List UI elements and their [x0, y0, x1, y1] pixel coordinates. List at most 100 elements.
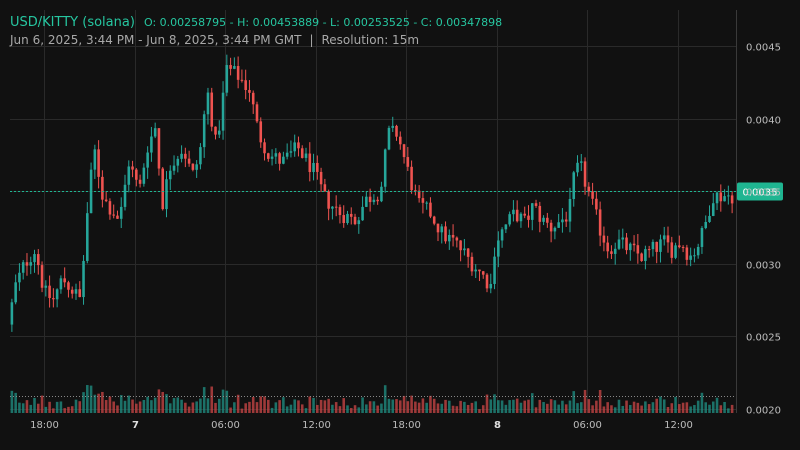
candle-body: [319, 171, 323, 185]
candle-body: [338, 207, 342, 216]
volume-bar: [651, 402, 655, 413]
volume-bar: [82, 392, 85, 413]
volume-bar: [274, 402, 278, 413]
candle-body: [655, 241, 658, 252]
candlesticks: [10, 54, 734, 332]
volume-bar: [440, 403, 444, 413]
candle-body: [282, 156, 285, 164]
volume-bar: [696, 400, 700, 413]
volume-bar: [346, 405, 349, 413]
candle-body: [29, 262, 33, 266]
candle-body: [727, 195, 730, 197]
volume-bar: [534, 407, 538, 413]
candle-body: [598, 209, 602, 236]
volume-bar: [583, 389, 587, 413]
candle-body: [557, 222, 560, 228]
candle-body: [515, 209, 519, 222]
candle-body: [365, 196, 368, 207]
volume-bar: [263, 396, 266, 413]
candle-body: [410, 166, 413, 191]
candle-body: [221, 92, 225, 131]
candle-body: [289, 151, 293, 153]
candle-body: [700, 228, 704, 247]
price-tick-label: 0.0045: [746, 43, 781, 54]
volume-bar: [395, 399, 398, 413]
volume-bar: [278, 400, 281, 413]
volume-bar: [557, 404, 560, 413]
candle-body: [259, 121, 263, 143]
volume-bar: [229, 407, 232, 413]
volume-bar: [478, 409, 481, 413]
candle-body: [708, 215, 711, 222]
candle-body: [523, 213, 527, 216]
candle-body: [357, 220, 361, 225]
volume-bar: [127, 395, 131, 413]
candle-body: [78, 289, 82, 298]
candle-body: [116, 215, 119, 219]
volume-bar: [470, 402, 474, 413]
candle-body: [421, 198, 425, 203]
volume-bar: [146, 396, 149, 413]
volume-bar: [323, 400, 327, 413]
candle-body: [251, 92, 255, 105]
candle-body: [187, 158, 191, 164]
volume-bar: [202, 387, 206, 413]
volume-bar: [112, 401, 115, 413]
volume-bar: [97, 393, 100, 413]
candle-body: [44, 285, 48, 288]
volume-bar: [142, 399, 146, 413]
candle-body: [587, 186, 591, 192]
candle-body: [93, 149, 97, 170]
candle-body: [651, 241, 655, 250]
volume-bar: [116, 405, 119, 413]
candle-body: [331, 206, 334, 209]
volume-bar: [199, 398, 202, 413]
volume-bar: [10, 390, 14, 413]
candle-body: [267, 153, 270, 159]
candle-body: [629, 243, 632, 251]
candle-body: [101, 176, 104, 200]
candle-body: [59, 278, 63, 290]
candle-body: [146, 152, 149, 168]
volume-bar: [165, 394, 168, 413]
candle-body: [138, 179, 142, 184]
candle-body: [157, 128, 161, 169]
volume-bar: [327, 398, 330, 413]
candle-body: [18, 272, 21, 283]
ohlc-readout: O: 0.00258795 - H: 0.00453889 - L: 0.002…: [144, 16, 503, 29]
volume-bar: [632, 401, 636, 413]
candle-body: [263, 142, 266, 154]
time-tick-label: 8: [494, 420, 501, 431]
volume-bar: [647, 404, 651, 413]
candle-body: [459, 240, 462, 251]
volume-bar: [267, 399, 270, 413]
volume-bar: [191, 402, 195, 413]
price-axis[interactable]: 0.0045 0.0040 0.0035 0.0030 0.0025 0.0020: [746, 43, 781, 417]
volume-bar: [538, 399, 542, 413]
candle-body: [217, 130, 221, 135]
volume-bar: [500, 400, 504, 413]
volume-bar: [689, 406, 692, 413]
time-axis[interactable]: 18:00 7 06:00 12:00 18:00 8 06:00 12:00: [30, 420, 693, 431]
volume-bar: [67, 406, 70, 413]
candle-body: [497, 240, 500, 257]
volume-bar: [55, 401, 59, 413]
candle-body: [564, 219, 568, 222]
volume-bar: [289, 404, 293, 413]
volume-bar: [515, 398, 519, 413]
volume-bar: [161, 391, 165, 413]
candle-body: [312, 162, 315, 173]
candle-body: [500, 229, 504, 241]
candle-body: [576, 162, 579, 173]
volume-bar: [466, 404, 470, 413]
price-tick-label: 0.0020: [746, 406, 781, 417]
candle-body: [86, 213, 89, 261]
volume-bar: [195, 401, 198, 413]
volume-bar: [681, 402, 685, 413]
volume-bar: [606, 402, 609, 413]
candle-body: [440, 226, 444, 233]
candle-body: [304, 153, 308, 158]
volume-bar: [715, 397, 719, 413]
volume-bar: [421, 398, 425, 413]
